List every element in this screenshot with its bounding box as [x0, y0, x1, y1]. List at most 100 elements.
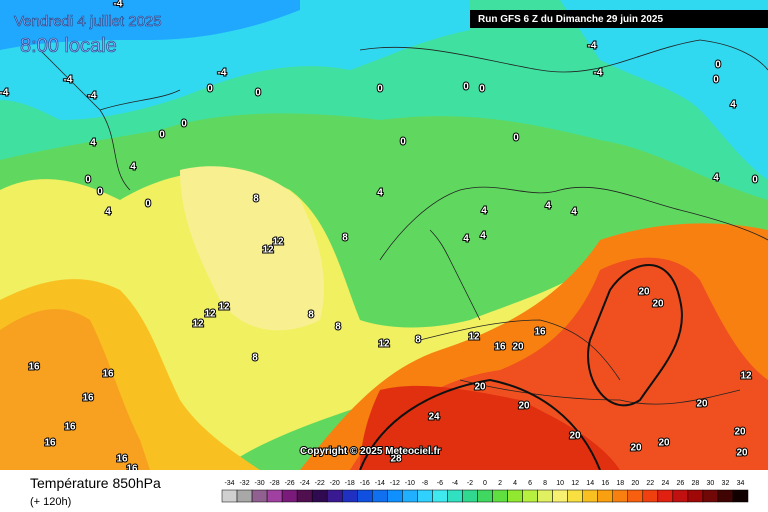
contour-label: 0 — [97, 187, 103, 198]
scale-label: 8 — [543, 480, 547, 487]
contour-label: 20 — [474, 382, 486, 393]
contour-label: 8 — [308, 310, 314, 321]
contour-label: 4 — [105, 207, 111, 218]
scale-swatch — [296, 489, 313, 503]
contour-label: 8 — [335, 322, 341, 333]
contour-label: 24 — [428, 412, 440, 423]
scale-swatch — [432, 489, 448, 503]
scale-swatch — [597, 489, 613, 503]
scale-label: -28 — [270, 480, 280, 487]
contour-label: 12 — [272, 237, 284, 248]
contour-label: 28 — [390, 454, 402, 465]
scale-label: -34 — [224, 480, 234, 487]
scale-swatch — [537, 489, 553, 503]
scale-swatch — [341, 489, 358, 503]
temperature-field — [0, 0, 768, 471]
contour-label: 4 — [463, 234, 469, 245]
contour-label: 12 — [204, 309, 216, 320]
contour-label: 16 — [82, 393, 94, 404]
contour-label: 0 — [145, 199, 151, 210]
contour-label: 4 — [90, 138, 96, 149]
scale-swatch — [417, 489, 433, 503]
scale-swatch — [687, 489, 704, 503]
contour-label: 0 — [181, 119, 187, 130]
contour-label: 4 — [480, 231, 486, 242]
footer-lead: (+ 120h) — [30, 496, 71, 508]
scale-label: -26 — [285, 480, 295, 487]
contour-label: 20 — [569, 431, 581, 442]
isotherm-20 — [359, 264, 683, 471]
scale-label: 20 — [631, 480, 639, 487]
contour-label: 20 — [512, 342, 524, 353]
contour-label: 16 — [102, 369, 114, 380]
contour-label: 16 — [494, 342, 506, 353]
contour-label: 0 — [752, 175, 758, 186]
scale-label: -16 — [360, 480, 370, 487]
scale-label: -10 — [405, 480, 415, 487]
scale-label: -24 — [300, 480, 310, 487]
contour-label: 8 — [415, 335, 421, 346]
contour-label: 0 — [207, 84, 213, 95]
scale-swatch — [326, 489, 343, 503]
contour-label: 20 — [736, 448, 748, 459]
scale-label: 14 — [586, 480, 594, 487]
scale-label: -14 — [375, 480, 385, 487]
contour-label: 20 — [734, 427, 746, 438]
contour-label: 0 — [513, 133, 519, 144]
contour-label: 12 — [262, 245, 274, 256]
scale-label: -30 — [255, 480, 265, 487]
scale-label: 28 — [692, 480, 700, 487]
scale-swatch — [717, 489, 734, 503]
scale-label: -4 — [452, 480, 458, 487]
scale-label: 24 — [661, 480, 669, 487]
color-scale: -34 -32 -30 -28 -26 -24 -22 -20 -18 -16 -14 -12 -10-… — [221, 480, 749, 503]
contour-label: 4 — [545, 201, 551, 212]
contour-label: 4 — [571, 207, 577, 218]
contour-label: 0 — [715, 60, 721, 71]
scale-label: 16 — [601, 480, 609, 487]
contour-label: 20 — [630, 443, 642, 454]
scale-swatch — [387, 489, 403, 503]
footer-title: Température 850hPa — [30, 475, 161, 491]
contour-label: -4 — [88, 91, 97, 102]
scale-swatch — [221, 489, 238, 503]
run-info: Run GFS 6 Z du Dimanche 29 juin 2025 — [478, 14, 663, 25]
scale-label: -18 — [345, 480, 355, 487]
contour-label: 4 — [730, 100, 736, 111]
scale-label: -12 — [390, 480, 400, 487]
contour-label: 0 — [463, 82, 469, 93]
contour-label: 16 — [534, 327, 546, 338]
contour-label: -4 — [588, 41, 597, 52]
contour-label: 8 — [253, 194, 259, 205]
contour-label: -4 — [0, 88, 9, 99]
contour-label: 4 — [377, 188, 383, 199]
contour-label: 4 — [481, 206, 487, 217]
scale-label: 10 — [556, 480, 564, 487]
scale-label: 22 — [646, 480, 654, 487]
contour-label: 0 — [377, 84, 383, 95]
copyright: Copyright © 2025 Meteociel.fr — [300, 446, 441, 457]
contour-label: 12 — [468, 332, 480, 343]
contour-label: 12 — [378, 339, 390, 350]
contour-label: 0 — [713, 75, 719, 86]
scale-swatch — [582, 489, 598, 503]
scale-label: 30 — [707, 480, 715, 487]
contour-label: 12 — [192, 319, 204, 330]
scale-swatch — [612, 489, 629, 503]
forecast-time: 8:00 locale — [20, 35, 117, 57]
scale-swatch — [447, 489, 463, 503]
scale-label: 0 — [483, 480, 487, 487]
scale-swatch — [266, 489, 283, 503]
scale-swatch — [477, 489, 493, 503]
scale-swatch — [732, 489, 749, 503]
scale-label: 6 — [528, 480, 532, 487]
scale-swatch — [372, 489, 388, 503]
scale-swatch — [522, 489, 538, 503]
contour-label: -4 — [594, 68, 603, 79]
forecast-date: Vendredi 4 juillet 2025 — [14, 13, 162, 30]
contour-label: 16 — [116, 454, 128, 465]
contour-label: -4 — [114, 0, 123, 10]
contour-label: 4 — [130, 162, 136, 173]
scale-swatch — [236, 489, 253, 503]
contour-label: 12 — [218, 302, 230, 313]
